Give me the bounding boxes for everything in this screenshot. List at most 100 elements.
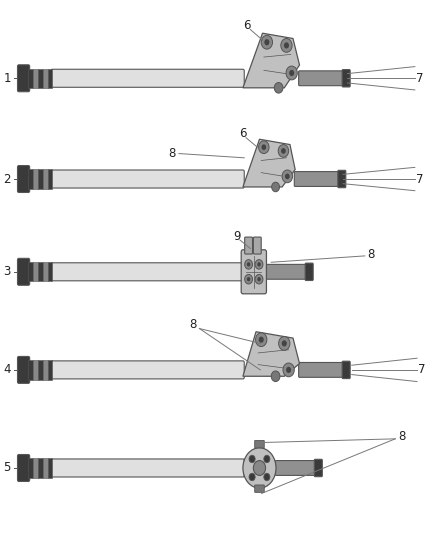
Circle shape (253, 461, 265, 475)
Circle shape (259, 336, 264, 343)
Polygon shape (243, 139, 295, 187)
Text: 5: 5 (4, 462, 11, 474)
FancyBboxPatch shape (38, 169, 43, 189)
Text: 7: 7 (417, 72, 424, 85)
Circle shape (261, 35, 272, 49)
FancyBboxPatch shape (28, 360, 33, 379)
Text: 3: 3 (4, 265, 11, 278)
FancyBboxPatch shape (18, 455, 30, 481)
Circle shape (255, 333, 267, 346)
FancyBboxPatch shape (33, 169, 38, 189)
FancyBboxPatch shape (18, 357, 30, 383)
FancyBboxPatch shape (51, 170, 244, 188)
Circle shape (286, 367, 291, 373)
Text: 8: 8 (367, 248, 375, 261)
FancyBboxPatch shape (18, 166, 30, 192)
Circle shape (255, 274, 263, 284)
Circle shape (286, 66, 297, 80)
FancyBboxPatch shape (253, 237, 261, 254)
FancyBboxPatch shape (43, 458, 47, 478)
FancyBboxPatch shape (38, 262, 43, 281)
FancyBboxPatch shape (338, 171, 346, 188)
Circle shape (243, 448, 276, 488)
FancyBboxPatch shape (18, 259, 30, 285)
Circle shape (249, 455, 255, 463)
FancyBboxPatch shape (299, 362, 344, 377)
FancyBboxPatch shape (51, 459, 244, 477)
Text: 7: 7 (418, 364, 426, 376)
Circle shape (257, 277, 261, 281)
Circle shape (257, 262, 261, 266)
FancyBboxPatch shape (33, 458, 38, 478)
FancyBboxPatch shape (305, 263, 313, 280)
FancyBboxPatch shape (51, 263, 244, 281)
FancyBboxPatch shape (264, 264, 307, 279)
FancyBboxPatch shape (241, 250, 266, 294)
Text: 8: 8 (189, 318, 197, 332)
Polygon shape (243, 332, 300, 376)
FancyBboxPatch shape (28, 169, 33, 189)
Circle shape (282, 340, 287, 346)
FancyBboxPatch shape (28, 69, 33, 88)
FancyBboxPatch shape (28, 458, 33, 478)
Polygon shape (243, 33, 300, 88)
Circle shape (281, 148, 286, 154)
Text: 8: 8 (169, 147, 176, 160)
Circle shape (274, 83, 283, 93)
Circle shape (249, 473, 255, 481)
Text: 6: 6 (239, 127, 247, 140)
FancyBboxPatch shape (33, 360, 38, 379)
Circle shape (245, 274, 253, 284)
FancyBboxPatch shape (245, 237, 253, 254)
Text: 9: 9 (233, 230, 240, 243)
Text: 1: 1 (4, 72, 11, 85)
FancyBboxPatch shape (47, 458, 52, 478)
Circle shape (281, 38, 292, 52)
Text: 4: 4 (4, 364, 11, 376)
Circle shape (272, 182, 279, 192)
FancyBboxPatch shape (254, 440, 264, 448)
Circle shape (289, 70, 294, 76)
Circle shape (247, 277, 251, 281)
Circle shape (255, 260, 263, 269)
FancyBboxPatch shape (51, 69, 244, 87)
Circle shape (283, 363, 294, 377)
Circle shape (264, 39, 269, 45)
FancyBboxPatch shape (342, 361, 350, 378)
FancyBboxPatch shape (314, 459, 322, 477)
Circle shape (271, 371, 280, 382)
FancyBboxPatch shape (47, 169, 52, 189)
Circle shape (284, 42, 289, 49)
Circle shape (264, 455, 270, 463)
FancyBboxPatch shape (299, 71, 344, 86)
Circle shape (264, 473, 270, 481)
FancyBboxPatch shape (43, 69, 47, 88)
FancyBboxPatch shape (43, 169, 47, 189)
FancyBboxPatch shape (254, 485, 264, 492)
Circle shape (282, 170, 293, 183)
Circle shape (285, 174, 290, 179)
Circle shape (247, 262, 251, 266)
FancyBboxPatch shape (342, 70, 350, 87)
FancyBboxPatch shape (43, 360, 47, 379)
Circle shape (245, 260, 253, 269)
Circle shape (279, 336, 290, 350)
Circle shape (278, 144, 289, 157)
FancyBboxPatch shape (294, 172, 339, 187)
FancyBboxPatch shape (38, 458, 43, 478)
Text: 7: 7 (417, 173, 424, 185)
FancyBboxPatch shape (51, 361, 244, 379)
FancyBboxPatch shape (18, 65, 30, 92)
Circle shape (258, 141, 269, 154)
Text: 2: 2 (4, 173, 11, 185)
FancyBboxPatch shape (28, 262, 33, 281)
FancyBboxPatch shape (33, 69, 38, 88)
FancyBboxPatch shape (38, 360, 43, 379)
FancyBboxPatch shape (47, 262, 52, 281)
Circle shape (261, 144, 266, 150)
Text: 8: 8 (398, 430, 406, 443)
FancyBboxPatch shape (275, 461, 316, 475)
FancyBboxPatch shape (47, 360, 52, 379)
FancyBboxPatch shape (47, 69, 52, 88)
Text: 6: 6 (244, 19, 251, 33)
